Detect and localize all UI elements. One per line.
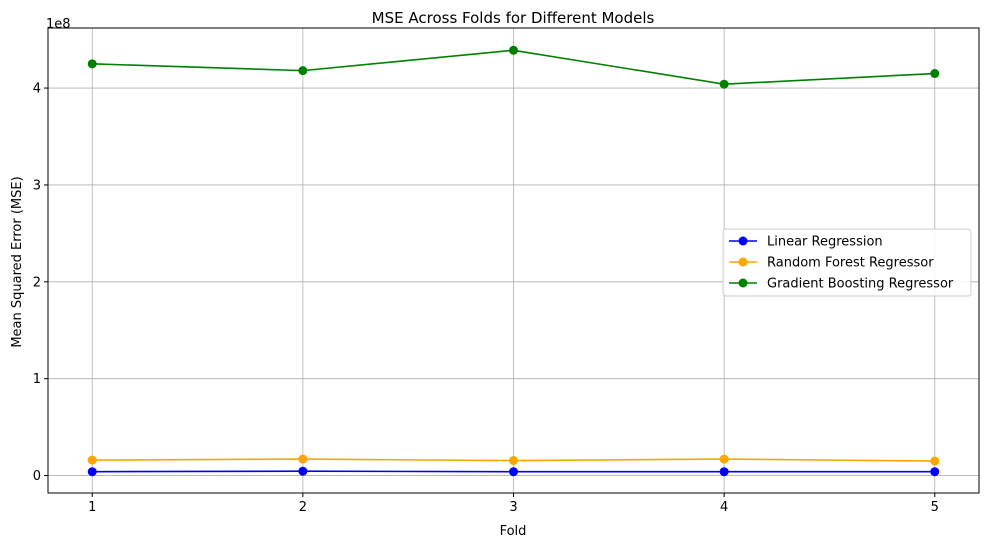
series-linear-regression (87, 466, 940, 477)
legend-marker (738, 257, 748, 267)
legend-marker (738, 236, 748, 246)
series-gradient-boosting-regressor (87, 45, 940, 89)
data-point-linear-regression (298, 466, 308, 476)
y-axis-offset-label: 1e8 (46, 17, 71, 32)
data-point-gradient-boosting-regressor (509, 45, 518, 55)
data-point-linear-regression (930, 467, 940, 477)
x-tick-label: 5 (931, 500, 939, 515)
legend-entry-linear-regression: Linear Regression (729, 235, 883, 250)
data-point-gradient-boosting-regressor (87, 59, 97, 69)
legend-box (722, 228, 972, 297)
data-point-linear-regression (87, 467, 97, 477)
data-point-random-forest-regressor (87, 455, 97, 465)
data-point-random-forest-regressor (930, 456, 940, 466)
data-point-random-forest-regressor (719, 454, 729, 464)
x-tick-label: 1 (88, 500, 96, 515)
y-tick-label: 4 (33, 82, 41, 97)
legend-label: Linear Regression (767, 235, 883, 250)
legend-marker (738, 278, 748, 288)
data-point-random-forest-regressor (509, 456, 518, 466)
series-random-forest-regressor (87, 454, 940, 466)
x-axis-label: Fold (500, 524, 527, 539)
data-point-gradient-boosting-regressor (719, 79, 729, 89)
data-point-gradient-boosting-regressor (298, 66, 308, 76)
data-point-linear-regression (719, 467, 729, 477)
legend: Linear Regression Random Forest Regressor… (722, 228, 972, 297)
y-axis-label: Mean Squared Error (MSE) (10, 176, 25, 347)
legend-label: Random Forest Regressor (767, 256, 934, 271)
y-tick-label: 2 (33, 275, 41, 290)
x-tick-label: 2 (299, 500, 307, 515)
data-point-random-forest-regressor (298, 454, 308, 464)
data-point-linear-regression (509, 467, 518, 477)
chart-title: MSE Across Folds for Different Models (372, 9, 655, 27)
legend-entry-random-forest-regressor: Random Forest Regressor (729, 256, 934, 271)
legend-label: Gradient Boosting Regressor (767, 277, 954, 292)
series-lines (87, 45, 940, 477)
x-tick-label: 4 (720, 500, 728, 515)
y-tick-label: 3 (33, 178, 41, 193)
y-tick-label: 1 (33, 372, 41, 387)
data-point-gradient-boosting-regressor (930, 69, 940, 79)
x-tick-label: 3 (509, 500, 517, 515)
axis-ticks: 1 2 3 4 5 0 1 2 3 4 (33, 82, 939, 515)
legend-entry-gradient-boosting-regressor: Gradient Boosting Regressor (729, 277, 954, 292)
y-tick-label: 0 (33, 469, 41, 484)
